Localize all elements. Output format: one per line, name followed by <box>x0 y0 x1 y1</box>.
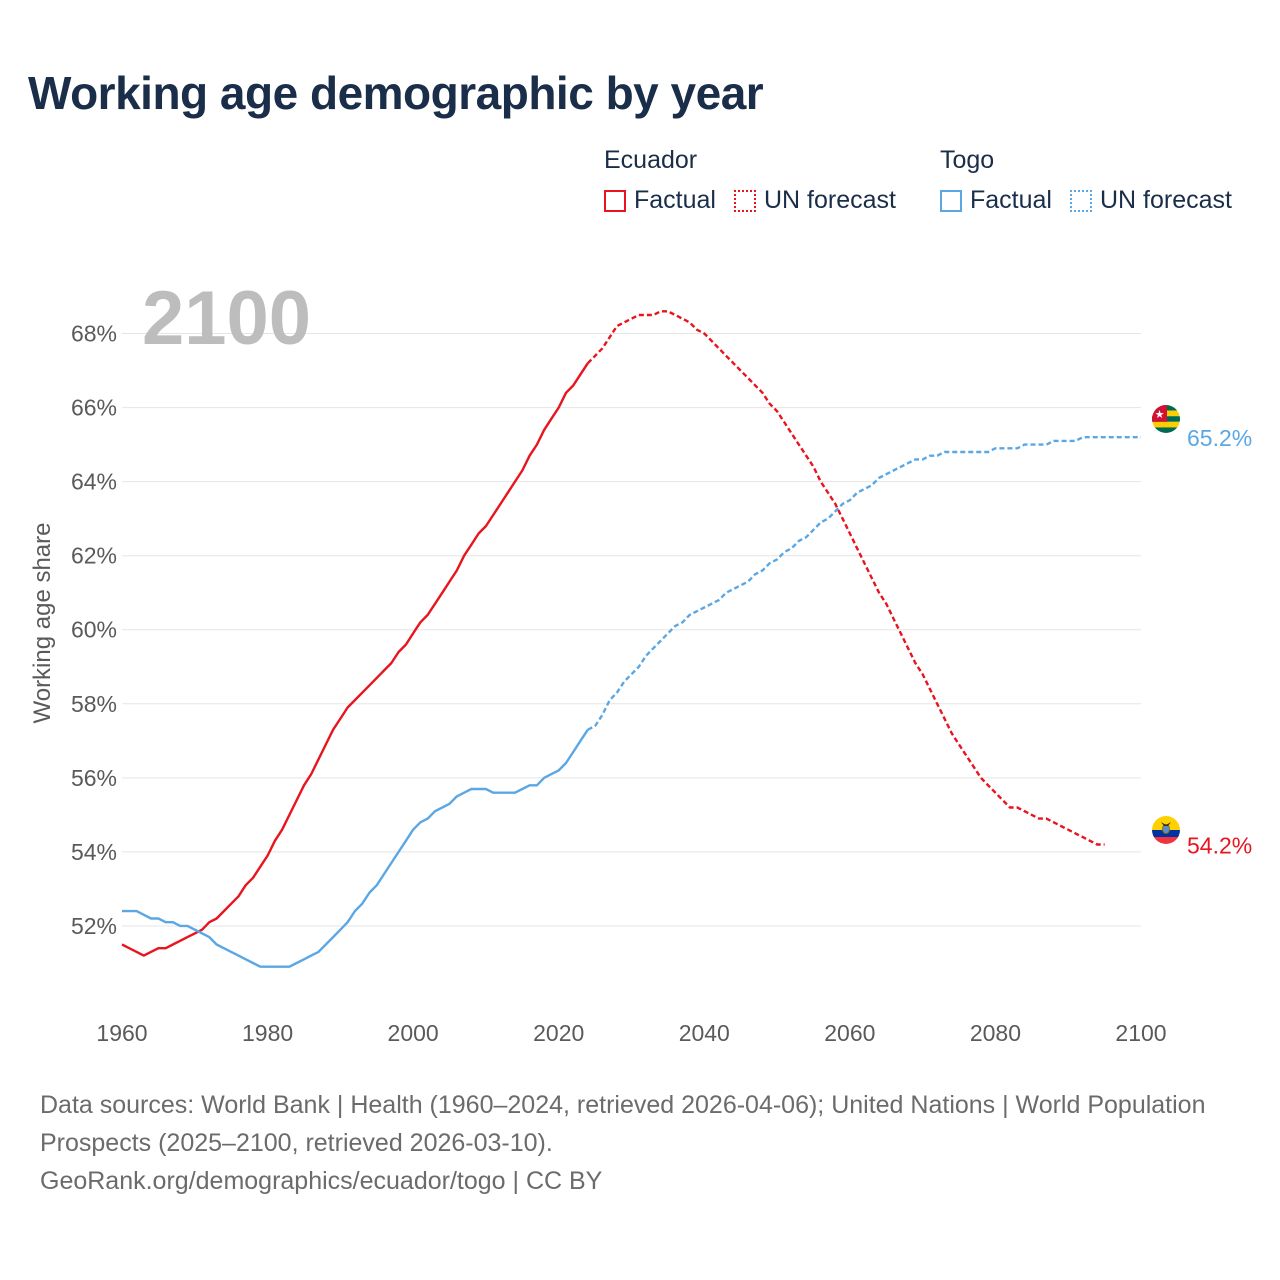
togo-flag-icon: ★ <box>1152 405 1180 433</box>
x-tick-label: 2100 <box>1115 1020 1166 1046</box>
legend-item-ecuador-forecast[interactable]: UN forecast <box>733 186 896 215</box>
ecuador-forecast-line <box>586 310 1105 846</box>
legend-item-togo-factual[interactable]: Factual <box>940 186 1052 215</box>
footer: Data sources: World Bank | Health (1960–… <box>40 1086 1220 1200</box>
y-tick-label: 62% <box>71 543 117 569</box>
legend-item-label: UN forecast <box>763 186 896 214</box>
togo-end-value-label: 65.2% <box>1187 425 1252 451</box>
y-tick-label: 60% <box>71 617 117 643</box>
solid-swatch-icon <box>940 189 962 212</box>
legend-group-title: Ecuador <box>604 146 698 174</box>
legend-item-label: Factual <box>634 186 716 214</box>
x-tick-label: 1960 <box>96 1020 147 1046</box>
page-title: Working age demographic by year <box>28 67 764 119</box>
togo-factual-line <box>122 729 589 968</box>
x-tick-label: 2080 <box>970 1020 1021 1046</box>
solid-swatch-icon <box>604 189 626 212</box>
year-watermark: 2100 <box>142 276 311 361</box>
y-tick-label: 58% <box>71 691 117 717</box>
legend-item-togo-forecast[interactable]: UN forecast <box>1069 186 1232 215</box>
togo-forecast-line <box>587 436 1141 731</box>
dotted-swatch-icon <box>1069 189 1092 212</box>
ecuador-factual-line <box>121 362 589 957</box>
legend-item-label: UN forecast <box>1099 186 1232 214</box>
credit-link[interactable]: GeoRank.org/demographics/ecuador/togo | … <box>40 1167 603 1195</box>
legend-item-label: Factual <box>970 186 1052 214</box>
legend-group-title: Togo <box>940 146 995 174</box>
svg-text:★: ★ <box>1155 408 1165 421</box>
y-tick-label: 52% <box>71 913 117 939</box>
y-tick-label: 56% <box>71 765 117 791</box>
y-tick-label: 68% <box>71 321 117 347</box>
y-tick-label: 66% <box>71 395 117 421</box>
x-tick-label: 2040 <box>679 1020 730 1046</box>
y-tick-label: 64% <box>71 469 117 495</box>
x-tick-label: 2060 <box>824 1020 875 1046</box>
x-tick-label: 2020 <box>533 1020 584 1046</box>
y-tick-label: 54% <box>71 839 117 865</box>
line-chart: 52% 54% 56% 58% 60% 62% 64% 66% 68% 1960 1980 2000 2… <box>29 276 1252 1046</box>
data-sources: Data sources: World Bank | Health (1960–… <box>40 1091 1206 1157</box>
y-axis-label: Working age share <box>29 523 56 724</box>
legend-group-togo: Togo Factual UN forecast <box>940 144 1232 215</box>
x-tick-label: 2000 <box>388 1020 439 1046</box>
legend-item-ecuador-factual[interactable]: Factual <box>604 186 716 215</box>
x-tick-label: 1980 <box>242 1020 293 1046</box>
ecuador-flag-icon <box>1152 816 1180 844</box>
dotted-swatch-icon <box>733 189 756 212</box>
legend-group-ecuador: Ecuador Factual UN forecast <box>604 144 896 215</box>
ecuador-end-value-label: 54.2% <box>1187 832 1252 858</box>
